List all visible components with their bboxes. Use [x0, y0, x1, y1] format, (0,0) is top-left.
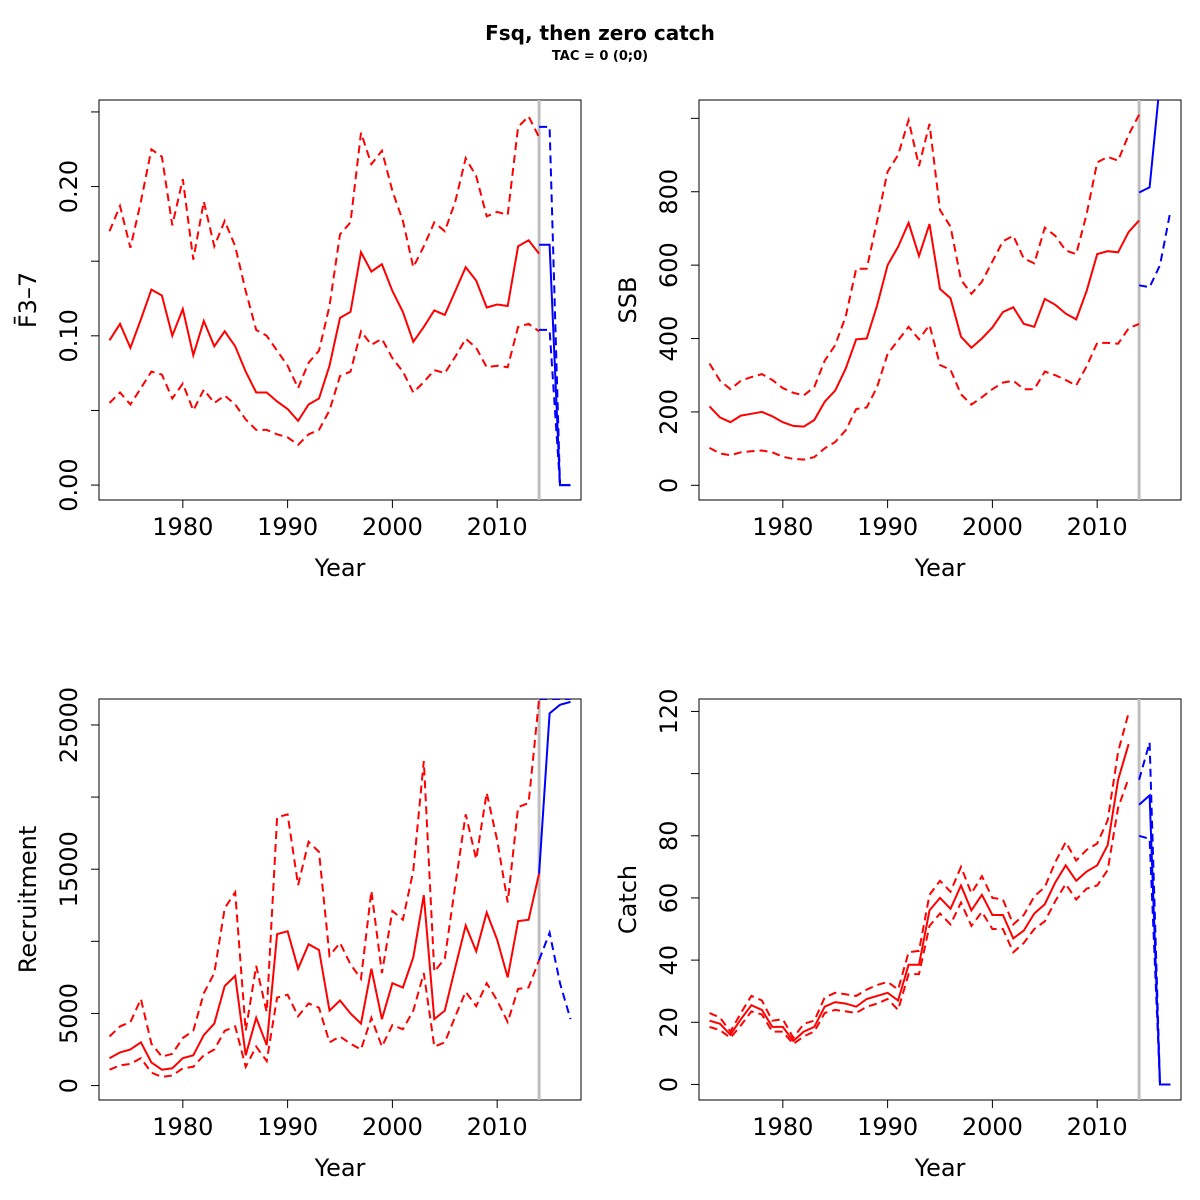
recruitment-history-upper-line: [108, 699, 541, 1058]
ssb-history-upper-line: [708, 114, 1140, 397]
ssb-series-group: [708, 100, 1172, 461]
catch-x-tick-label: 1990: [857, 1113, 918, 1141]
ssb-y-tick-label: 800: [655, 169, 683, 215]
ssb-x-tick-label: 2000: [962, 513, 1023, 541]
fbar-x-tick-label: 1990: [257, 513, 318, 541]
catch-history-median-line: [709, 743, 1130, 1043]
recruitment-plot-frame: [98, 698, 582, 1101]
fbar-series-group: [108, 114, 571, 487]
catch-projection-median-line: [1138, 793, 1171, 1086]
fbar-x-tick-label: 2010: [467, 513, 528, 541]
fbar-x-axis-title: Year: [314, 554, 366, 582]
catch-y-tick-label: 120: [655, 689, 683, 735]
catch-y-tick-label: 80: [655, 821, 683, 852]
ssb-history-lower-line: [709, 322, 1140, 461]
figure-subtitle: TAC = 0 (0;0): [552, 49, 648, 64]
catch-x-tick-label: 1980: [752, 1113, 813, 1141]
panel-recruitment: 1980 1990 2000 2010 0 5000 15000 25000 Year Rec…: [14, 687, 582, 1182]
recruitment-history-lower-line: [109, 959, 541, 1078]
panel-fbar: 1980 1990 2000 2010 0.00 0.10 0.20 Year F̄3–7: [13, 99, 582, 582]
panel-catch: 1980 1990 2000 2010 0 20 40 60 80 120 Year Catch: [614, 689, 1182, 1182]
ssb-x-tick-label: 1980: [752, 513, 813, 541]
fbar-plot-frame: [98, 99, 582, 501]
recruitment-y-tick-label: 15000: [55, 831, 83, 907]
fbar-x-tick-label: 2000: [362, 513, 423, 541]
catch-x-tick-label: 2010: [1067, 1113, 1128, 1141]
recruitment-projection-median-line: [538, 700, 571, 874]
recruitment-x-tick-label: 1990: [257, 1113, 318, 1141]
fbar-history-median-line: [108, 239, 540, 423]
catch-x-axis-title: Year: [914, 1154, 966, 1182]
recruitment-x-tick-label: 2010: [467, 1113, 528, 1141]
recruitment-x-tick-label: 2000: [362, 1113, 423, 1141]
ssb-x-axis-title: Year: [914, 554, 966, 582]
recruitment-y-tick-label: 25000: [55, 687, 83, 763]
recruitment-history-median-line: [109, 873, 541, 1071]
fbar-projection-median-line: [539, 243, 571, 487]
fbar-history-lower-line: [108, 322, 540, 447]
catch-history-lower-line: [709, 777, 1130, 1046]
ssb-x-tick-label: 1990: [857, 513, 918, 541]
recruitment-series-group: [108, 699, 572, 1078]
recruitment-x-tick-label: 1980: [152, 1113, 213, 1141]
catch-plot-frame: [698, 698, 1182, 1101]
catch-history-upper-line: [709, 712, 1130, 1040]
fbar-projection-upper-line: [539, 125, 571, 487]
catch-y-tick-label: 20: [655, 1007, 683, 1038]
ssb-y-axis-title: SSB: [614, 277, 642, 324]
recruitment-y-tick-label: 0: [55, 1078, 83, 1093]
recruitment-y-axis-title: Recruitment: [14, 826, 42, 973]
fbar-y-tick-label: 0.20: [55, 160, 83, 213]
catch-y-axis-title: Catch: [614, 865, 642, 934]
fbar-plot-area: 1980 1990 2000 2010 0.00 0.10 0.20: [55, 99, 582, 541]
panel-ssb: 1980 1990 2000 2010 0 200 400 600 800 Year SSB: [614, 99, 1182, 582]
ssb-y-tick-label: 200: [655, 389, 683, 435]
catch-x-tick-label: 2000: [962, 1113, 1023, 1141]
ssb-y-tick-label: 0: [655, 478, 683, 493]
catch-y-tick-label: 60: [655, 883, 683, 914]
fbar-y-tick-label: 0.00: [55, 458, 83, 511]
ssb-y-tick-label: 600: [655, 242, 683, 288]
ssb-plot-frame: [698, 99, 1182, 501]
ssb-plot-area: 1980 1990 2000 2010 0 200 400 600 800: [655, 99, 1182, 541]
recruitment-x-axis-title: Year: [314, 1154, 366, 1182]
fbar-y-tick-label: 0.10: [55, 309, 83, 362]
ssb-projection-lower-line: [1138, 210, 1172, 289]
ssb-projection-median-line: [1138, 100, 1160, 194]
recruitment-y-tick-label: 5000: [55, 983, 83, 1044]
catch-y-tick-label: 0: [655, 1077, 683, 1092]
recruitment-projection-lower-line: [538, 929, 572, 1020]
fbar-history-upper-line: [108, 114, 540, 391]
catch-series-group: [709, 712, 1171, 1086]
recruitment-plot-area: 1980 1990 2000 2010 0 5000 15000 25000: [55, 687, 582, 1141]
ssb-history-median-line: [708, 219, 1140, 428]
ssb-x-tick-label: 2010: [1067, 513, 1128, 541]
catch-y-tick-label: 40: [655, 945, 683, 976]
catch-plot-area: 1980 1990 2000 2010 0 20 40 60 80 120: [655, 689, 1182, 1141]
fbar-y-axis-title: F̄3–7: [13, 272, 42, 328]
ssb-y-tick-label: 400: [655, 316, 683, 362]
figure-title: Fsq, then zero catch: [485, 21, 715, 45]
fbar-x-tick-label: 1980: [152, 513, 213, 541]
